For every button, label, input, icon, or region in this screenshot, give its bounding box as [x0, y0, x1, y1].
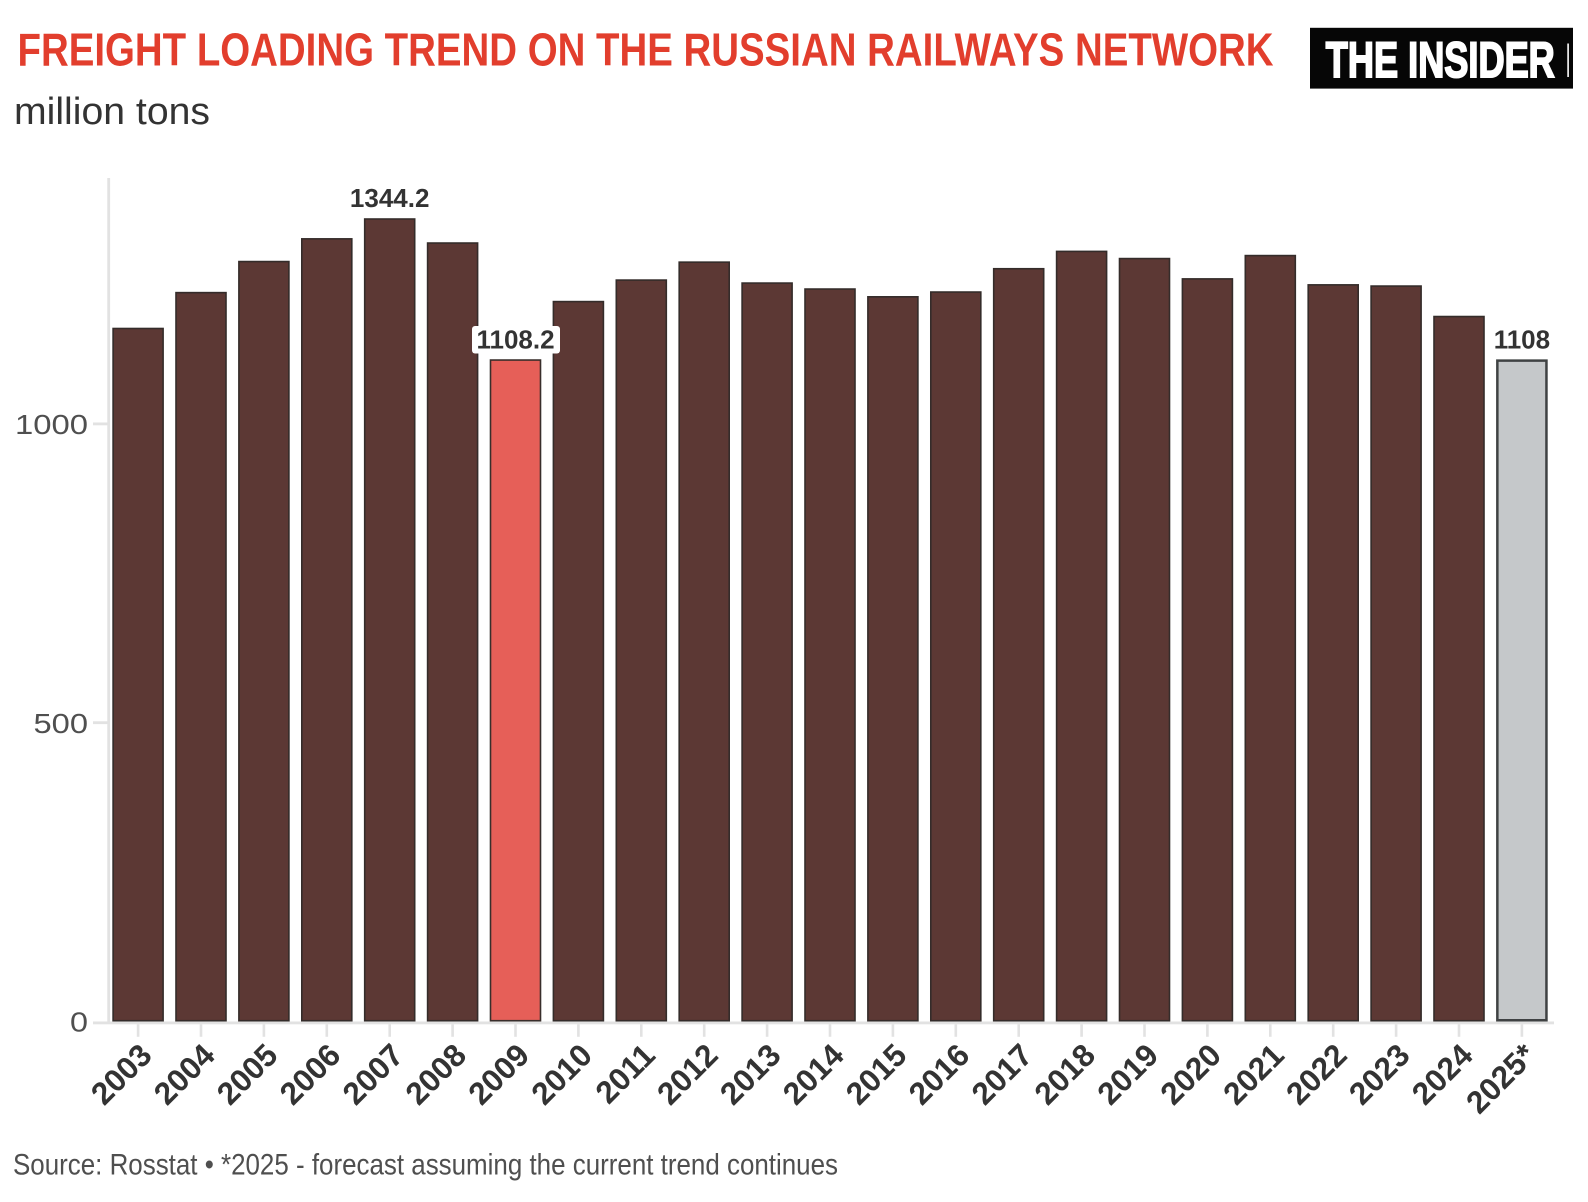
svg-text:1108: 1108 — [1494, 325, 1550, 355]
svg-text:0: 0 — [70, 1007, 88, 1038]
svg-text:Source: Rosstat • *2025 - fore: Source: Rosstat • *2025 - forecast assum… — [13, 1149, 838, 1182]
svg-text:THE INSIDER: THE INSIDER — [1326, 32, 1555, 88]
svg-text:million tons: million tons — [14, 91, 210, 133]
svg-text:1000: 1000 — [15, 409, 88, 440]
svg-text:FREIGHT LOADING TREND ON THE R: FREIGHT LOADING TREND ON THE RUSSIAN RAI… — [18, 23, 1274, 75]
svg-text:1108.2: 1108.2 — [476, 325, 554, 355]
svg-text:1344.2: 1344.2 — [350, 183, 430, 213]
svg-text:500: 500 — [34, 708, 89, 739]
